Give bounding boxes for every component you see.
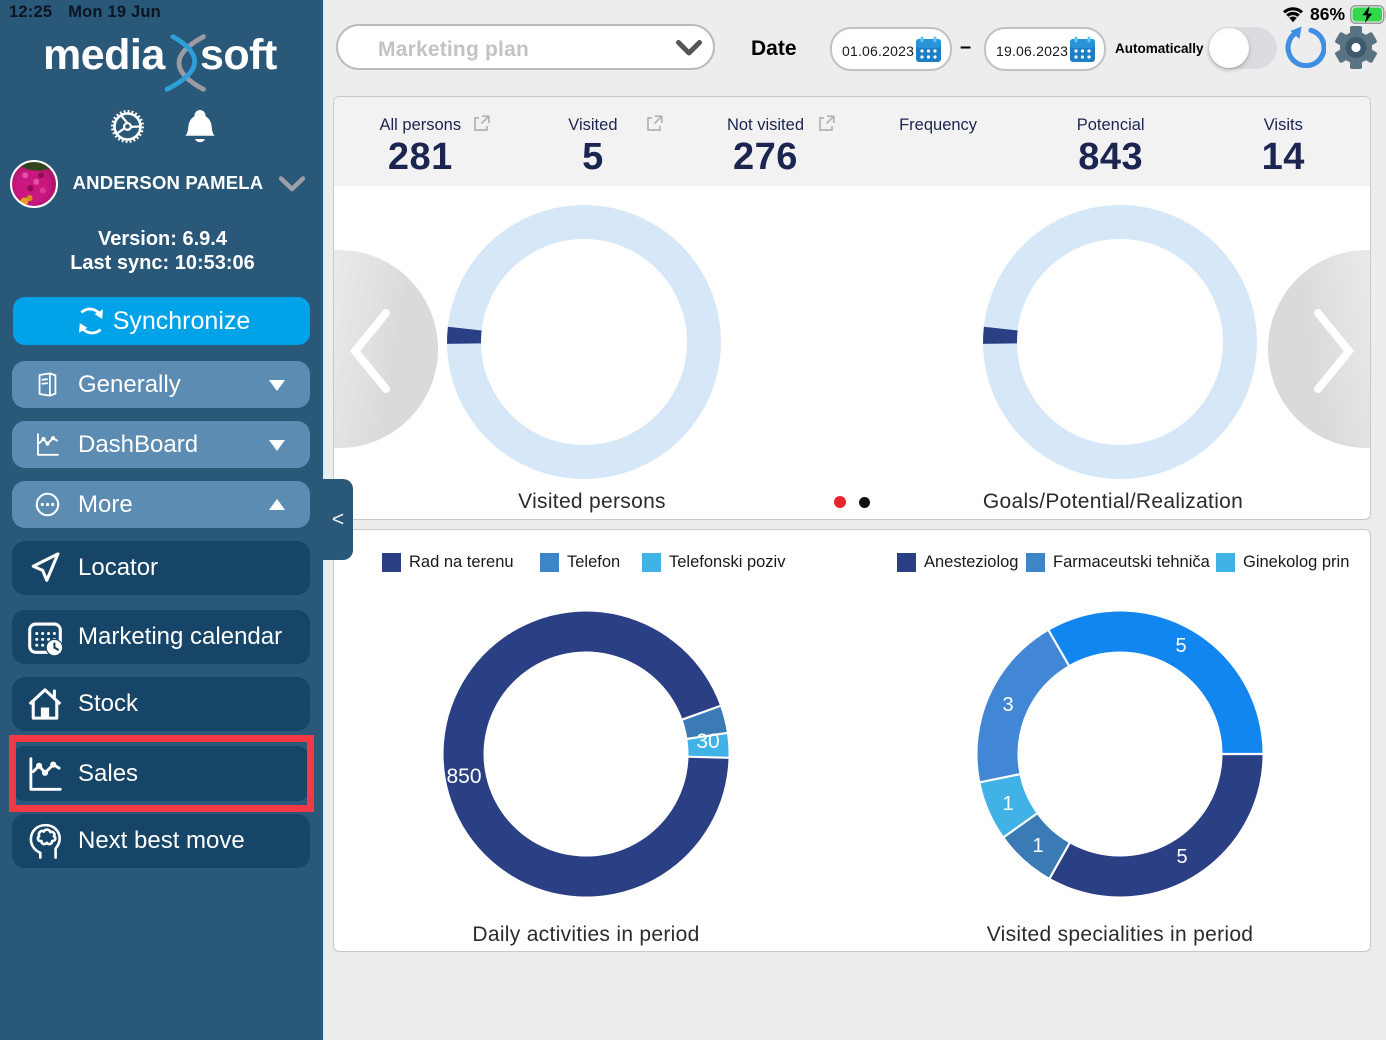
svg-text:850: 850 [446, 765, 481, 788]
svg-text:30: 30 [696, 730, 719, 753]
svg-text:1: 1 [1032, 835, 1043, 857]
svg-text:3: 3 [1002, 694, 1013, 716]
svg-text:5: 5 [1175, 635, 1186, 657]
svg-text:5: 5 [1176, 846, 1187, 868]
svg-text:1: 1 [1002, 793, 1013, 815]
